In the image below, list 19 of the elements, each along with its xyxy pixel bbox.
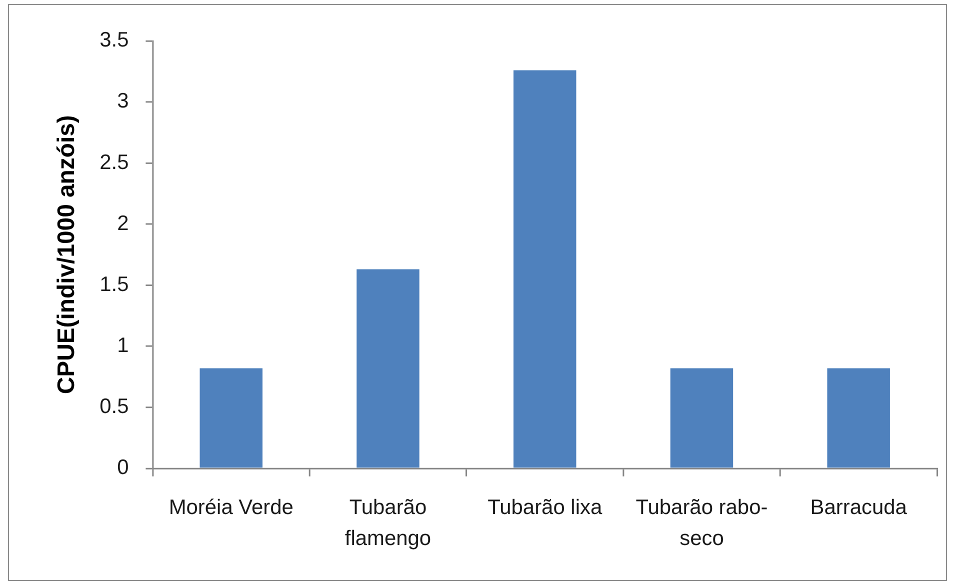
bar [356, 269, 420, 468]
y-tick-label: 0 [117, 456, 129, 480]
y-tick-label: 2.5 [100, 150, 129, 174]
y-tick-label: 2 [117, 212, 129, 235]
y-tick-label: 1.5 [100, 272, 129, 296]
x-tick-label: Barracuda [810, 496, 908, 519]
bar [670, 368, 734, 468]
bar [827, 368, 890, 468]
x-tick-label: Tubarão flamengo [344, 496, 432, 550]
x-tick-label: Tubarão lixa [488, 496, 602, 519]
bar [513, 70, 576, 468]
y-axis-title: CPUE(indiv/1000 anzóis) [52, 115, 80, 394]
x-tick-label: Tubarão rabo-seco [636, 496, 768, 550]
y-tick-label: 3 [117, 90, 129, 113]
bar [200, 368, 262, 468]
y-tick-label: 1 [117, 334, 129, 358]
y-tick-label: 3.5 [100, 28, 129, 52]
x-tick-label: Moréia Verde [168, 496, 294, 519]
y-tick-label: 0.5 [100, 395, 129, 418]
